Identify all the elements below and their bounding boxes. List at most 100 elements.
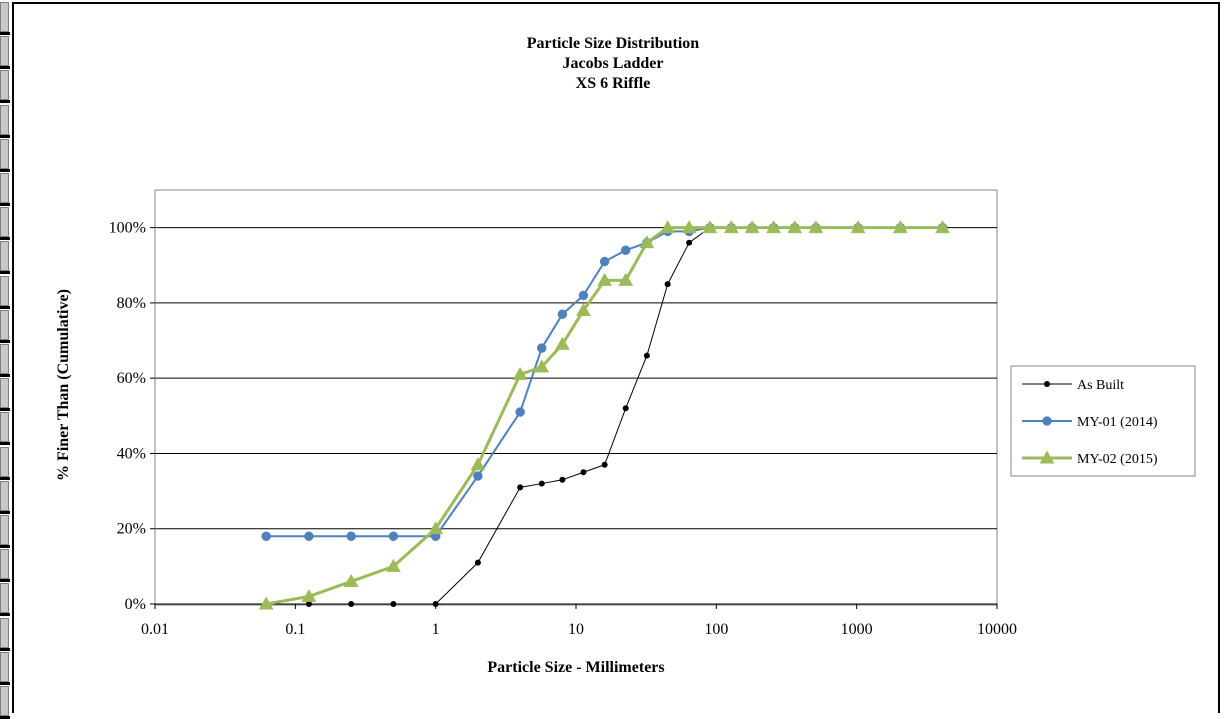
data-point (643, 352, 650, 359)
data-point (343, 573, 359, 587)
row-divider (0, 271, 10, 275)
legend-marker (1039, 450, 1055, 464)
data-point (557, 309, 568, 319)
data-point (428, 521, 444, 535)
y-tick-label: 100% (109, 220, 146, 237)
row-header-cell (0, 515, 9, 545)
data-point (512, 366, 528, 380)
x-tick-label: 0.01 (141, 621, 169, 638)
row-header-cell (0, 412, 9, 443)
data-point (470, 457, 486, 471)
data-point (304, 531, 314, 542)
left-row-strip (0, 0, 10, 719)
x-axis-ticks: 0.01 0.1 1 10 100 1000 10000 (141, 604, 1017, 638)
data-point (554, 336, 570, 350)
data-point (599, 256, 610, 267)
row-header-cell (0, 275, 9, 306)
row-header-cell (0, 173, 9, 203)
row-divider (0, 681, 10, 685)
data-point (601, 461, 608, 468)
row-divider (0, 647, 10, 651)
row-header-cell (0, 378, 9, 409)
data-point (432, 601, 439, 607)
x-tick-label: 1 (432, 621, 440, 638)
y-axis-ticks: 0% 20% 40% 60% 80% 100% (109, 220, 155, 613)
row-divider (0, 339, 10, 343)
row-header-cell (0, 241, 9, 272)
data-point (892, 220, 908, 234)
row-header-cell (0, 309, 9, 340)
row-header-cell (0, 2, 9, 32)
data-point (850, 220, 866, 234)
row-divider (0, 545, 10, 548)
plot-area (154, 189, 998, 606)
chart-title-line-1: Particle Size Distribution (526, 35, 700, 52)
row-divider (0, 100, 10, 104)
data-point (580, 469, 587, 476)
series-group (258, 220, 951, 610)
data-point (258, 596, 274, 610)
row-divider (0, 134, 10, 138)
row-header-cell (0, 70, 9, 101)
row-header-cell (0, 344, 9, 374)
y-tick-label: 80% (117, 295, 146, 312)
data-point (346, 531, 356, 542)
legend-label: MY-02 (2015) (1077, 452, 1158, 467)
row-header-cell (0, 549, 9, 580)
data-point (664, 281, 671, 288)
data-point (639, 235, 655, 249)
row-divider (0, 579, 10, 583)
row-header-cell (0, 104, 9, 135)
data-point (536, 343, 547, 353)
row-divider (0, 237, 10, 241)
legend-entry-my-01-2014: MY-01 (2014) (1022, 415, 1158, 430)
row-divider (0, 168, 10, 172)
data-point (622, 405, 629, 412)
legend-marker (1042, 416, 1052, 426)
data-point (660, 220, 676, 234)
y-axis-title: % Finer Than (Cumulative) (55, 289, 72, 481)
data-point (515, 407, 525, 417)
y-tick-label: 0% (125, 596, 146, 613)
row-header-cell (0, 138, 9, 169)
x-tick-label: 100 (704, 621, 728, 638)
legend: As Built MY-01 (2014) MY-02 (2015) (1010, 365, 1196, 477)
data-point (766, 220, 782, 234)
data-point (517, 484, 524, 491)
data-point (534, 359, 550, 373)
data-point (348, 601, 355, 607)
data-point (390, 601, 397, 607)
row-divider (0, 374, 10, 377)
data-point (578, 290, 589, 301)
row-divider (0, 510, 10, 514)
data-point (723, 220, 739, 234)
data-point (620, 245, 631, 255)
legend-label: MY-01 (2014) (1077, 415, 1158, 430)
row-divider (0, 408, 10, 412)
row-header-cell (0, 446, 9, 477)
legend-label: As Built (1077, 378, 1124, 393)
data-point (808, 220, 824, 234)
chart-frame (12, 2, 1220, 713)
data-point (388, 531, 399, 542)
x-tick-label: 10000 (977, 621, 1017, 638)
data-point (618, 272, 634, 286)
row-divider (0, 476, 10, 480)
data-point (787, 220, 803, 234)
row-header-cell (0, 36, 9, 67)
row-divider (0, 32, 10, 35)
y-tick-label: 60% (117, 370, 146, 387)
data-point (473, 471, 483, 481)
data-point (385, 558, 401, 572)
data-point (935, 220, 951, 234)
data-point (702, 220, 718, 234)
chart-title-line-3: XS 6 Riffle (575, 75, 651, 92)
row-divider (0, 66, 10, 70)
data-point (597, 272, 613, 286)
chart-title: Particle Size Distribution Jacobs Ladder… (0, 34, 1226, 94)
legend-entry-my-02-2015: MY-02 (2015) (1022, 450, 1158, 467)
x-tick-label: 0.1 (285, 621, 305, 638)
row-header-cell (0, 651, 9, 682)
x-tick-label: 10 (568, 621, 584, 638)
data-point (681, 220, 697, 234)
